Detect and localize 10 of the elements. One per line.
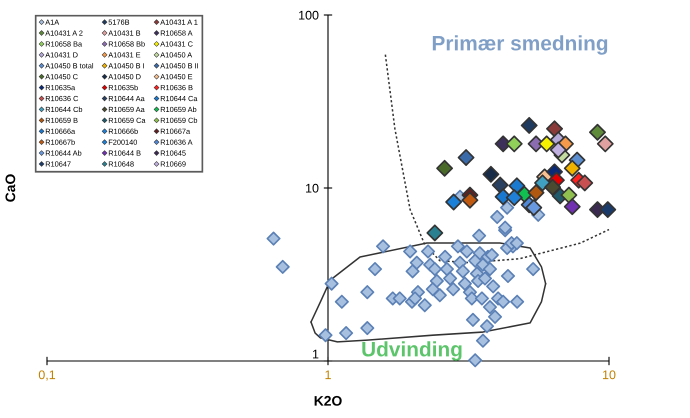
x-tick-label: 1 — [325, 370, 331, 380]
x-axis-title: K2O — [314, 396, 342, 406]
y-tick-label: 10 — [306, 184, 318, 193]
x-tick-label: 10 — [603, 370, 616, 380]
annotation: Primær smedning — [432, 35, 608, 55]
annotation: Udvinding — [362, 341, 462, 361]
x-tick-label: 0,1 — [38, 370, 56, 381]
y-tick-label: 100 — [299, 10, 318, 20]
y-tick-label: 1 — [312, 350, 318, 358]
y-axis-title: CaO — [5, 174, 16, 202]
